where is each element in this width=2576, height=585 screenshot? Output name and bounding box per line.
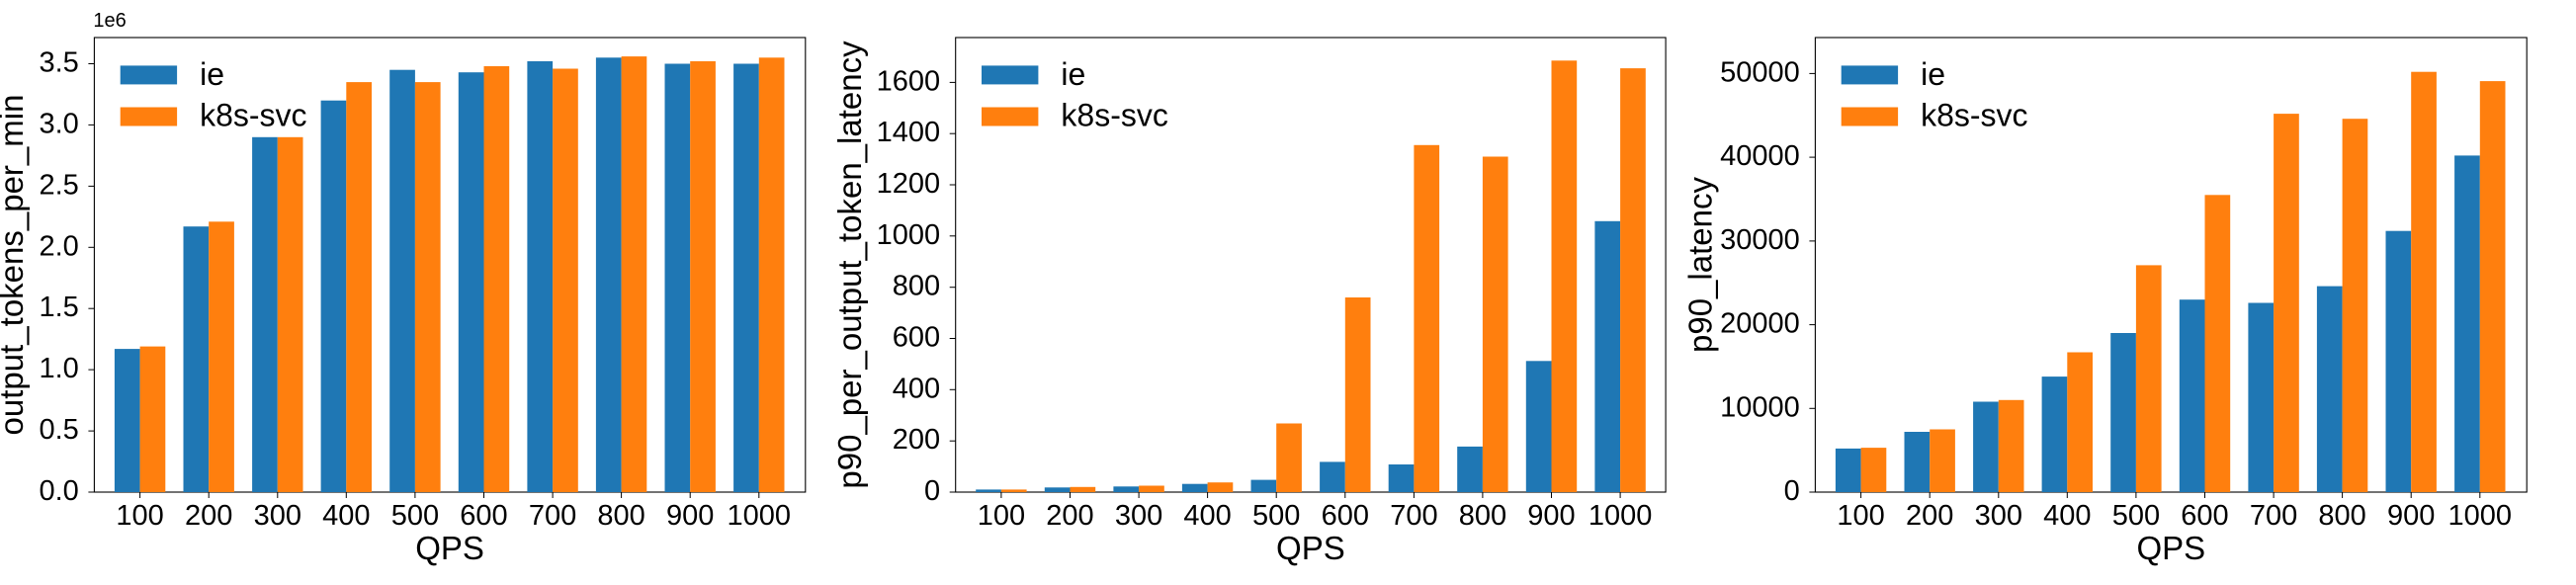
svg-text:400: 400 [322, 500, 370, 532]
svg-text:300: 300 [1115, 500, 1162, 532]
svg-text:3.0: 3.0 [39, 108, 78, 139]
svg-text:900: 900 [2387, 500, 2435, 532]
svg-text:ie: ie [1061, 56, 1085, 92]
svg-text:1e6: 1e6 [93, 10, 126, 32]
svg-text:QPS: QPS [415, 530, 484, 566]
svg-text:2.5: 2.5 [39, 169, 78, 201]
svg-text:200: 200 [1046, 500, 1093, 532]
svg-text:400: 400 [2043, 500, 2091, 532]
svg-text:20000: 20000 [1720, 308, 1800, 340]
svg-text:200: 200 [185, 500, 232, 532]
svg-text:k8s-svc: k8s-svc [1921, 98, 2027, 133]
svg-text:800: 800 [2318, 500, 2365, 532]
svg-text:1000: 1000 [877, 219, 941, 251]
svg-text:p90_latency: p90_latency [1681, 177, 1718, 353]
svg-text:1000: 1000 [1589, 500, 1653, 532]
svg-text:100: 100 [978, 500, 1025, 532]
svg-text:1200: 1200 [877, 168, 941, 200]
svg-text:k8s-svc: k8s-svc [200, 98, 306, 133]
svg-text:k8s-svc: k8s-svc [1061, 98, 1167, 133]
svg-text:600: 600 [893, 322, 940, 354]
svg-text:10000: 10000 [1720, 391, 1800, 423]
svg-text:800: 800 [1459, 500, 1506, 532]
svg-text:600: 600 [460, 500, 507, 532]
svg-text:p90_per_output_token_latency: p90_per_output_token_latency [831, 41, 868, 489]
svg-text:0: 0 [924, 475, 940, 507]
svg-text:600: 600 [1322, 500, 1369, 532]
svg-text:QPS: QPS [1276, 530, 1345, 566]
svg-text:700: 700 [2250, 500, 2297, 532]
svg-text:ie: ie [1921, 56, 1945, 92]
svg-text:30000: 30000 [1720, 224, 1800, 256]
svg-text:800: 800 [597, 500, 644, 532]
svg-text:0.0: 0.0 [39, 475, 78, 507]
svg-text:1000: 1000 [2448, 500, 2513, 532]
svg-text:2.0: 2.0 [39, 230, 78, 262]
svg-text:900: 900 [666, 500, 714, 532]
svg-text:500: 500 [2112, 500, 2160, 532]
svg-text:100: 100 [116, 500, 163, 532]
svg-text:400: 400 [1183, 500, 1231, 532]
svg-text:900: 900 [1527, 500, 1575, 532]
svg-text:500: 500 [391, 500, 439, 532]
svg-text:0: 0 [1784, 475, 1800, 507]
svg-text:500: 500 [1252, 500, 1300, 532]
svg-text:200: 200 [893, 424, 940, 456]
svg-text:1600: 1600 [877, 65, 941, 97]
svg-text:output_tokens_per_min: output_tokens_per_min [0, 95, 30, 436]
svg-text:800: 800 [893, 271, 940, 302]
svg-text:40000: 40000 [1720, 140, 1800, 172]
svg-text:1.0: 1.0 [39, 353, 78, 384]
svg-text:ie: ie [200, 56, 224, 92]
svg-text:3.5: 3.5 [39, 47, 78, 79]
svg-text:0.5: 0.5 [39, 414, 78, 446]
svg-text:300: 300 [1975, 500, 2022, 532]
svg-text:200: 200 [1906, 500, 1953, 532]
svg-text:600: 600 [2181, 500, 2228, 532]
svg-text:100: 100 [1837, 500, 1884, 532]
svg-text:400: 400 [893, 373, 940, 404]
svg-text:700: 700 [1390, 500, 1437, 532]
svg-text:300: 300 [254, 500, 301, 532]
svg-text:700: 700 [529, 500, 576, 532]
svg-text:1.5: 1.5 [39, 292, 78, 323]
svg-text:1400: 1400 [877, 117, 941, 148]
svg-text:50000: 50000 [1720, 56, 1800, 88]
svg-text:QPS: QPS [2136, 530, 2205, 566]
svg-text:1000: 1000 [728, 500, 792, 532]
